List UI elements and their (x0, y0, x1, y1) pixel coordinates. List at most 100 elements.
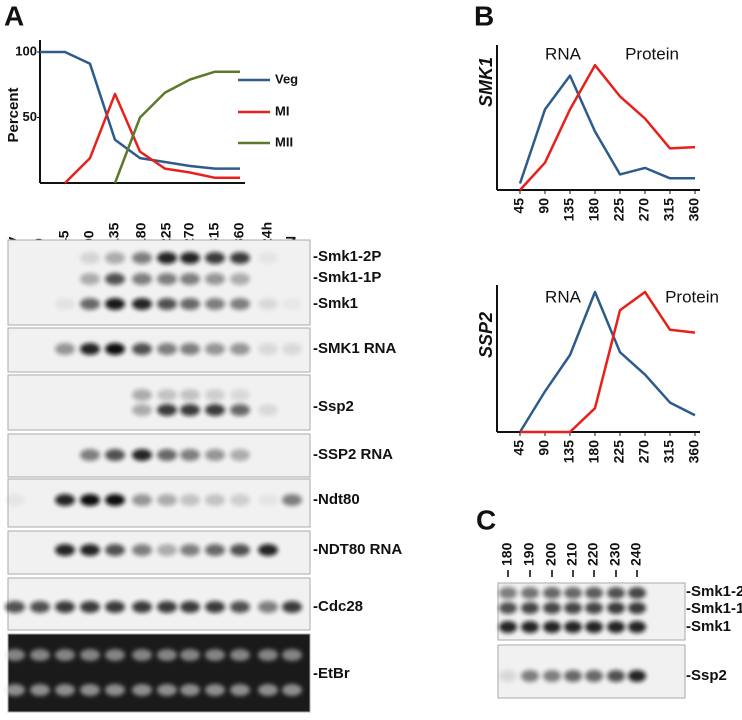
blot-band (230, 601, 250, 613)
blot-band (132, 252, 152, 264)
data-line (40, 50, 240, 170)
blot-label: -Cdc28 (313, 598, 363, 615)
x-tick-label: 135 (561, 198, 577, 222)
blot-image (7, 633, 311, 713)
data-line (519, 63, 696, 191)
blot-band (157, 601, 177, 613)
blot-band (282, 298, 302, 310)
data-line (64, 92, 240, 184)
data-line (520, 290, 696, 434)
blot-band (80, 601, 100, 613)
blot-band (180, 273, 200, 285)
series-annotation: Protein (665, 287, 719, 306)
blot-band (230, 544, 250, 556)
x-tick-label: 45 (511, 198, 527, 214)
blot-band (157, 544, 177, 556)
blot-band (132, 649, 152, 661)
blot-band (132, 494, 152, 506)
blot-band (205, 494, 225, 506)
blot-label: -Ssp2 (686, 667, 727, 684)
legend-label: MI (275, 103, 289, 118)
data-line (518, 74, 695, 184)
blot-band (5, 601, 25, 613)
blot-band (205, 298, 225, 310)
blot-band (157, 449, 177, 461)
blot-band (80, 494, 100, 506)
blot-band (282, 343, 302, 355)
lane-label: 220 (585, 542, 601, 566)
blot-band (80, 298, 100, 310)
blot-band (105, 544, 125, 556)
blot-band (230, 298, 250, 310)
blot-band (258, 404, 278, 416)
blot-band (205, 343, 225, 355)
blot-band (132, 684, 152, 696)
x-tick-label: 225 (611, 440, 627, 464)
blot-band (205, 273, 225, 285)
blot-band (205, 404, 225, 416)
blot-band (258, 684, 278, 696)
blot-band (157, 684, 177, 696)
blot-band (132, 601, 152, 613)
blot-band (132, 343, 152, 355)
blot-band (80, 684, 100, 696)
blot-band (132, 544, 152, 556)
blot-band (543, 602, 561, 614)
blot-band (105, 494, 125, 506)
blot-band (5, 494, 25, 506)
blot-band (585, 670, 603, 682)
blot-label: -Smk1 (686, 618, 731, 635)
blot-band (205, 389, 225, 401)
lane-label: 180 (499, 542, 515, 566)
blot-band (585, 602, 603, 614)
blot-band (499, 587, 517, 599)
blot-band (258, 601, 278, 613)
blot-band (55, 343, 75, 355)
blot-label: -SSP2 RNA (313, 446, 393, 463)
blot-label: -Smk1-2P (313, 248, 381, 265)
blot-band (282, 649, 302, 661)
blot-band (230, 404, 250, 416)
panel-label: A (4, 0, 24, 31)
blot-band (30, 649, 50, 661)
blot-band (585, 621, 603, 633)
blot-band (105, 684, 125, 696)
blot-band (157, 298, 177, 310)
blot-label: -NDT80 RNA (313, 541, 402, 558)
blot-band (180, 684, 200, 696)
blot-band (258, 544, 278, 556)
blot-band (157, 404, 177, 416)
x-tick-label: 270 (636, 198, 652, 222)
blot-band (564, 670, 582, 682)
blot-band (521, 602, 539, 614)
blot-band (230, 494, 250, 506)
blot-band (258, 343, 278, 355)
blot-band (282, 601, 302, 613)
blot-band (628, 602, 646, 614)
legend-label: MII (275, 134, 293, 149)
series-annotation: RNA (545, 287, 582, 306)
legend-label: Veg (275, 71, 298, 86)
x-tick-label: 135 (561, 440, 577, 464)
blot-label: -Ndt80 (313, 491, 360, 508)
x-tick-label: 315 (661, 440, 677, 464)
blot-band (105, 601, 125, 613)
blot-band (230, 252, 250, 264)
blot-band (105, 449, 125, 461)
blot-band (564, 621, 582, 633)
blot-band (105, 252, 125, 264)
blot-band (205, 544, 225, 556)
blot-band (628, 587, 646, 599)
series-annotation: Protein (625, 44, 679, 63)
y-axis-label: Percent (5, 87, 22, 142)
y-axis-label: SSP2 (476, 312, 496, 358)
blot-band (132, 298, 152, 310)
blot-band (564, 602, 582, 614)
lane-label: 230 (607, 542, 623, 566)
blot-band (132, 273, 152, 285)
blot-band (521, 621, 539, 633)
blot-band (499, 621, 517, 633)
blot-band (521, 587, 539, 599)
blot-band (205, 649, 225, 661)
blot-band (80, 252, 100, 264)
